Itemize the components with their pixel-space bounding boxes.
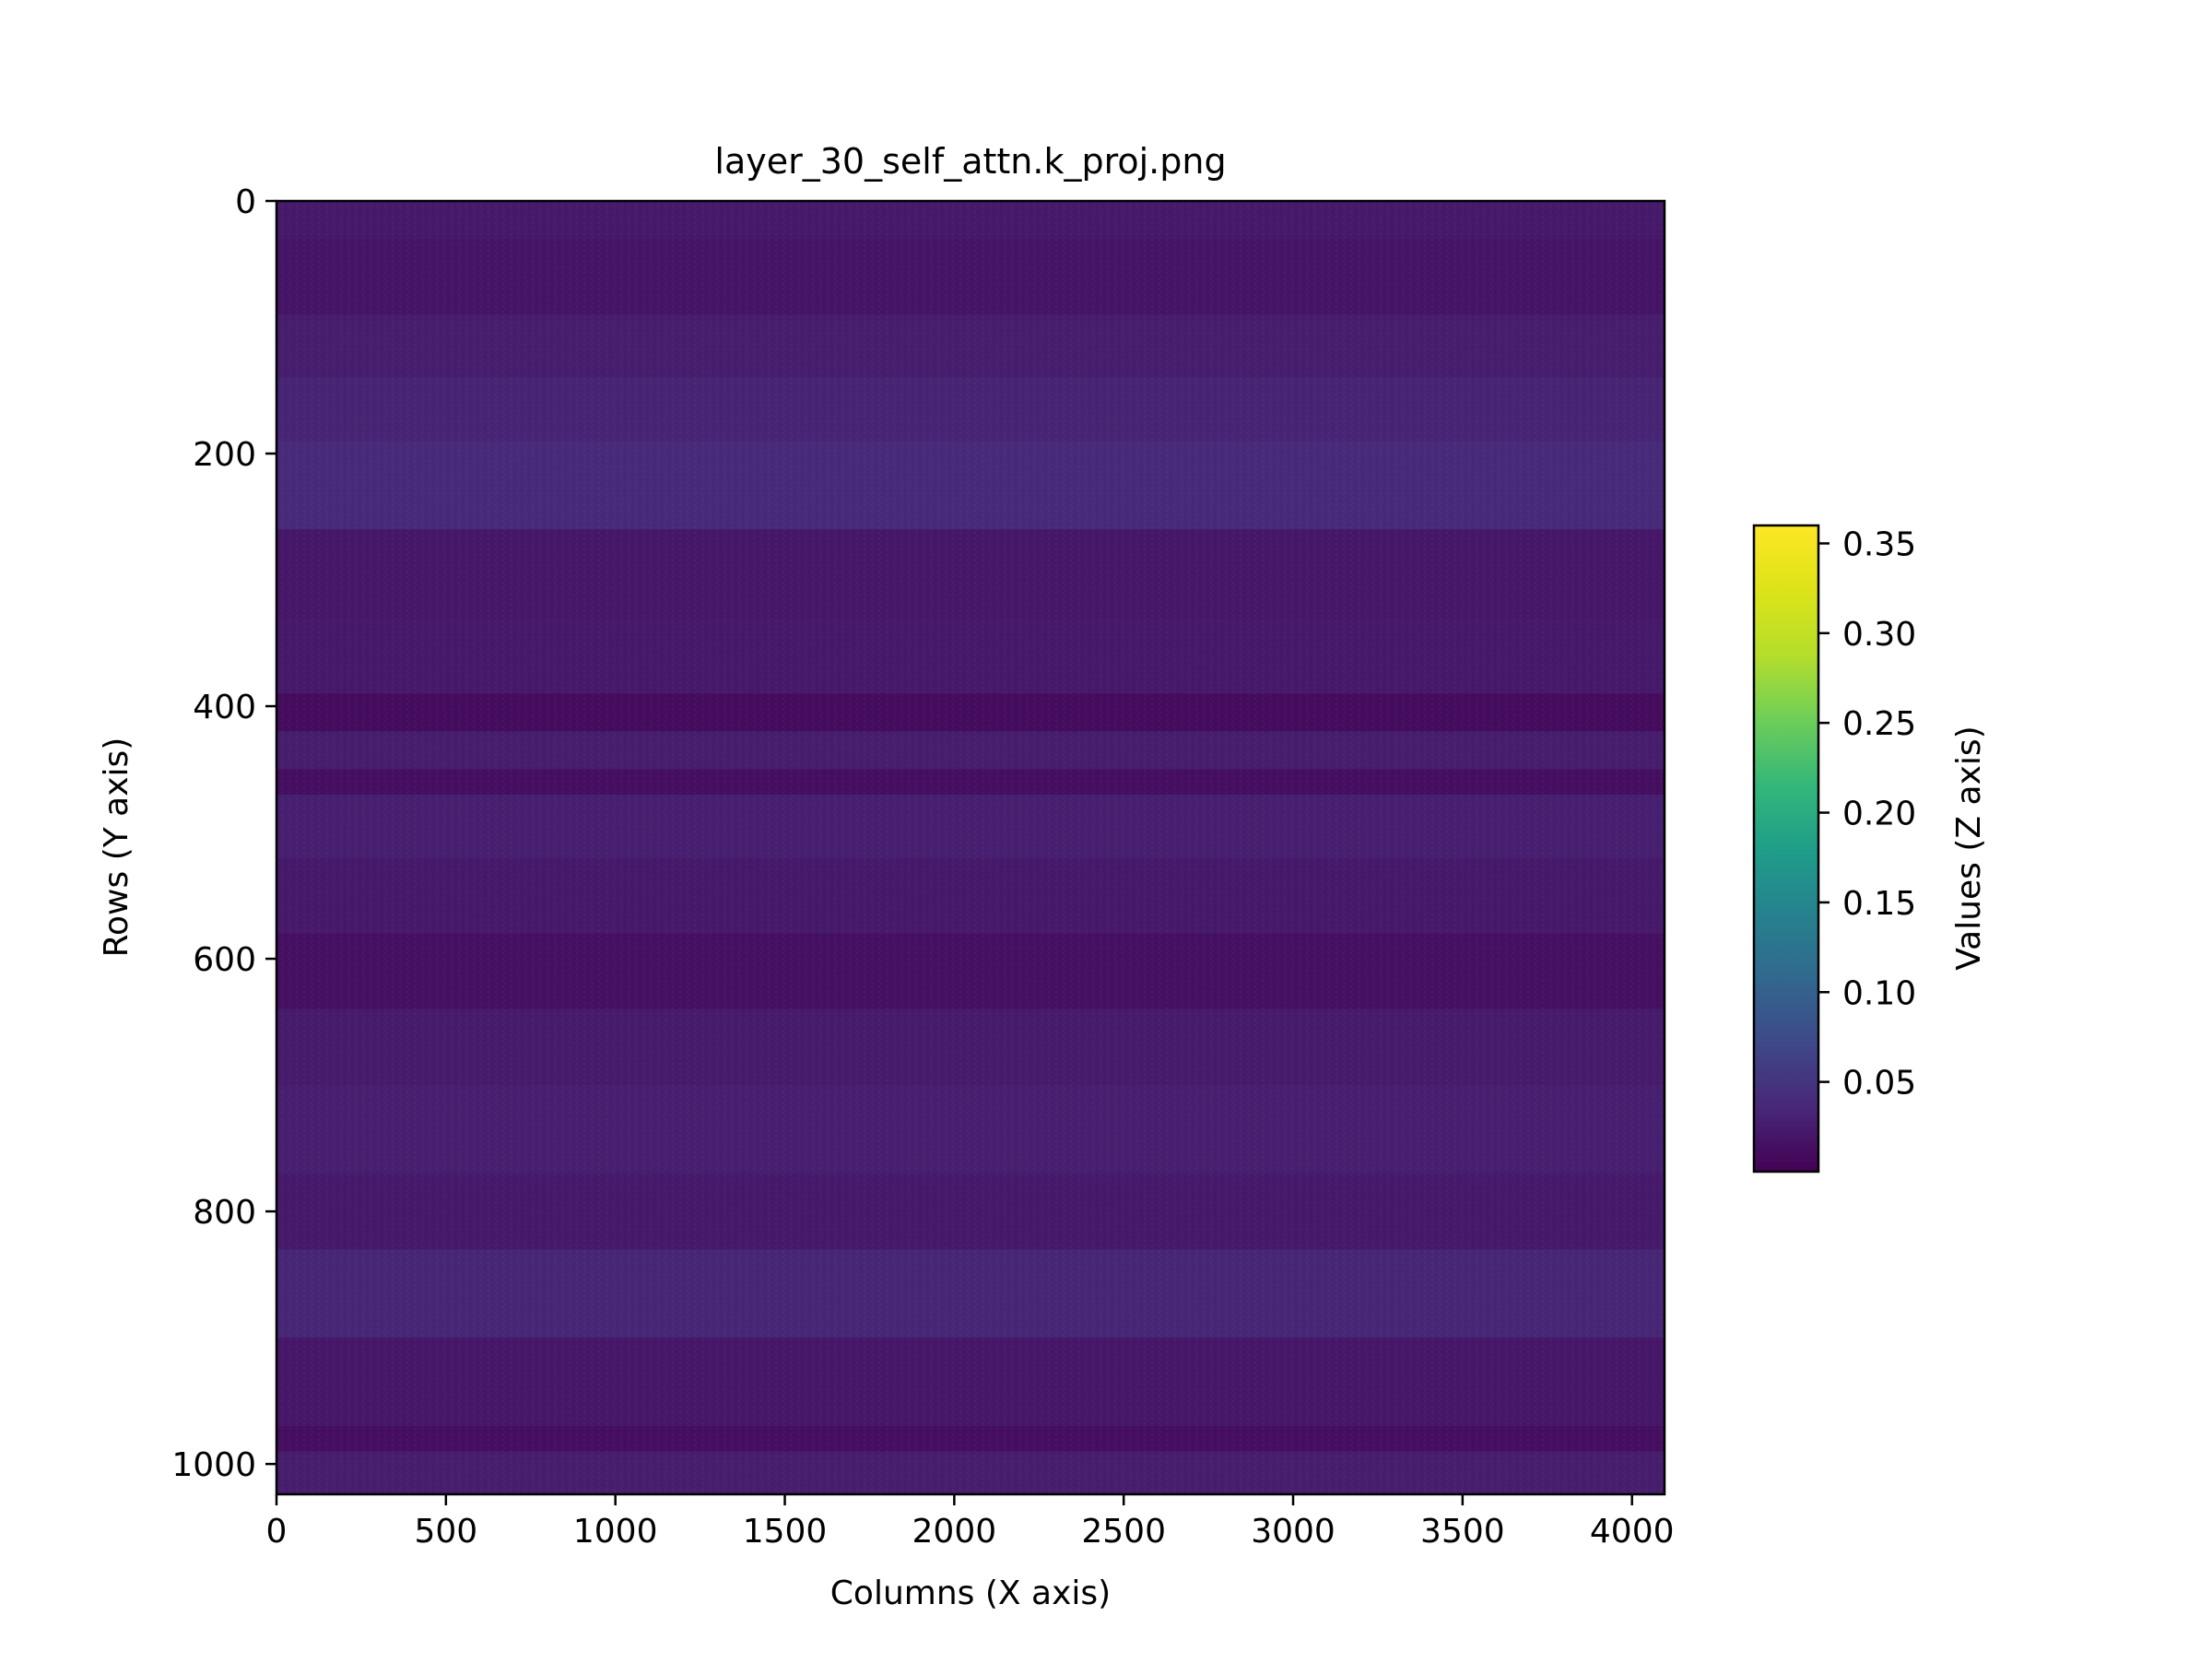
- y-axis: 0 200 400 600 800 1000: [171, 183, 276, 1484]
- x-tick-label: 0: [266, 1513, 288, 1551]
- x-tick-label: 1000: [573, 1513, 658, 1551]
- colorbar-tick-label: 0.25: [1842, 705, 1916, 743]
- x-axis: 0 500 1000 1500 2000 2500 3000 3500 4000: [266, 1494, 1675, 1551]
- colorbar-tick-label: 0.35: [1842, 525, 1916, 563]
- plot-frame: [275, 199, 1666, 1496]
- colorbar-tick-label: 0.30: [1842, 616, 1916, 654]
- heatmap-texture: [276, 201, 1665, 1494]
- y-axis-label: Rows (Y axis): [98, 737, 135, 958]
- x-tick-label: 3500: [1420, 1513, 1505, 1551]
- colorbar: [1752, 524, 1820, 1174]
- x-tick-label: 4000: [1590, 1513, 1675, 1551]
- x-tick-label: 2500: [1081, 1513, 1166, 1551]
- x-axis-label: Columns (X axis): [830, 1575, 1111, 1612]
- y-tick-label: 600: [193, 941, 256, 979]
- x-tick-label: 3000: [1251, 1513, 1335, 1551]
- colorbar-label: Values (Z axis): [1950, 725, 1988, 970]
- colorbar-tick-label: 0.10: [1842, 974, 1916, 1012]
- x-tick-label: 1500: [743, 1513, 828, 1551]
- y-tick-label: 200: [193, 436, 256, 474]
- chart-title: layer_30_self_attn.k_proj.png: [714, 141, 1226, 182]
- y-tick-label: 800: [193, 1194, 256, 1232]
- colorbar-tick-label: 0.05: [1842, 1065, 1916, 1103]
- y-tick-label: 1000: [171, 1446, 256, 1484]
- colorbar-tick-label: 0.15: [1842, 885, 1916, 923]
- y-tick-label: 0: [235, 183, 256, 221]
- y-tick-label: 400: [193, 689, 256, 726]
- x-tick-label: 500: [414, 1513, 477, 1551]
- x-tick-label: 2000: [912, 1513, 997, 1551]
- colorbar-tick-label: 0.20: [1842, 796, 1916, 833]
- colorbar-axis: 0.05 0.10 0.15 0.20 0.25 0.30 0.35: [1818, 525, 1916, 1103]
